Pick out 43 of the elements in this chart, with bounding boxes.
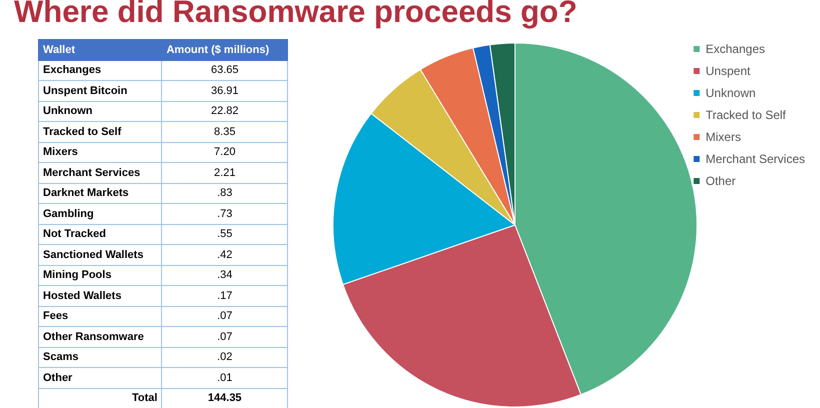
data-label: 8.35 [162, 122, 288, 142]
data-label: .34 [162, 265, 288, 286]
category-label: Hosted Wallets [38, 286, 162, 306]
data-label: 63.65 [162, 60, 288, 80]
category-label: Scams [38, 347, 162, 368]
category-label: Mining Pools [38, 265, 162, 286]
legend-label: Tracked to Self [706, 108, 787, 122]
data-label: .55 [162, 224, 288, 244]
data-label: .73 [162, 204, 288, 224]
category-label: Unspent Bitcoin [38, 80, 162, 101]
legend-label: Unspent [706, 64, 751, 78]
legend-label: Mixers [706, 130, 741, 144]
data-label: 22.82 [162, 101, 288, 122]
text: Amount ($ millions) [162, 40, 288, 60]
category-label: Fees [38, 306, 162, 326]
data-label: .07 [162, 306, 288, 326]
category-label: Sanctioned Wallets [38, 244, 162, 265]
category-label: Other [38, 368, 162, 388]
category-label: Exchanges [38, 60, 162, 80]
category-label: Darknet Markets [38, 183, 162, 204]
data-label: .02 [162, 347, 288, 368]
data-label: .07 [162, 326, 288, 347]
category-label: Not Tracked [38, 224, 162, 244]
legend-label: Unknown [706, 86, 756, 100]
category-label: Gambling [38, 204, 162, 224]
legend-label: Merchant Services [706, 152, 806, 166]
data-label: 7.20 [162, 142, 288, 162]
text: 144.35 [208, 392, 242, 404]
data-label: .83 [162, 183, 288, 204]
legend-label: Exchanges [706, 42, 766, 56]
data-label: .17 [162, 286, 288, 306]
data-label: 36.91 [162, 80, 288, 101]
data-label: .01 [162, 368, 288, 388]
legend-label: Other [706, 174, 736, 188]
category-label: Other Ransomware [38, 326, 162, 347]
category-label: Unknown [38, 101, 162, 122]
category-label: Mixers [38, 142, 162, 162]
data-label: 2.21 [162, 162, 288, 183]
text: Wallet [38, 40, 162, 60]
category-label: Tracked to Self [38, 122, 162, 142]
text: Total [38, 388, 162, 408]
category-label: Merchant Services [38, 162, 162, 183]
data-label: .42 [162, 244, 288, 265]
